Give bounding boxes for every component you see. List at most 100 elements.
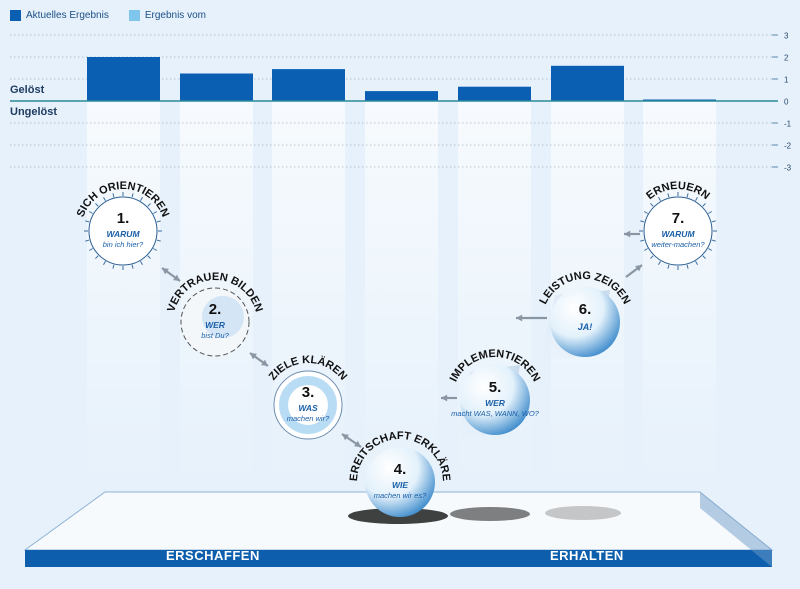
burst-ray: [147, 255, 151, 259]
burst-ray: [686, 193, 689, 198]
burst-ray: [650, 255, 654, 259]
burst-ray: [667, 193, 670, 198]
arrow-head: [635, 265, 642, 272]
bar-6: [551, 65, 624, 101]
burst-ray: [643, 211, 648, 214]
bar-3: [272, 69, 345, 101]
stage-inner: [201, 295, 245, 339]
stage-number: 1.: [117, 210, 130, 227]
column-shade-1: [87, 101, 160, 491]
burst-ray: [147, 203, 151, 207]
burst-ray: [85, 239, 90, 242]
stage-question-text: machen wir es?: [374, 491, 427, 500]
y-tick-label: 2: [784, 54, 789, 63]
burst-ray: [702, 203, 706, 207]
burst-ray: [156, 220, 161, 223]
bar-2: [180, 73, 253, 101]
burst-ray: [88, 211, 93, 214]
y-tick-label: -1: [784, 120, 792, 129]
arrow: [625, 264, 643, 278]
burst-ray: [695, 261, 698, 266]
legend-swatch-previous: [128, 10, 140, 21]
burst-ray: [650, 203, 654, 207]
burst-ray: [711, 220, 716, 223]
y-tick-label: 1: [784, 76, 789, 85]
stage-question-keyword: WARUM: [661, 229, 695, 239]
stage-circle: [643, 196, 713, 266]
stage-question-text: machen wir?: [287, 414, 330, 423]
burst-ray: [156, 239, 161, 242]
burst-ray: [658, 261, 661, 266]
stage-number: 2.: [209, 301, 222, 318]
burst-ray: [85, 220, 90, 223]
y-tick-label: 0: [784, 98, 789, 107]
stage-ring: [279, 376, 337, 434]
burst-ray: [640, 220, 645, 223]
ball-shadow: [450, 507, 530, 521]
arrow-head: [162, 268, 169, 275]
y-tick-label: 3: [784, 32, 789, 41]
burst-ray: [658, 196, 661, 201]
chart-legend: Aktuelles Ergebnis Ergebnis vom: [10, 10, 206, 21]
platform-side: [700, 492, 772, 567]
legend-swatch-current: [10, 10, 21, 21]
burst-ray: [140, 261, 143, 266]
stage-number: 5.: [489, 379, 502, 396]
stage-ball: [550, 287, 620, 357]
stage-question-keyword: WIE: [392, 480, 408, 490]
y-axis: 3 2 1 0 -1 -2 -3: [10, 32, 792, 173]
burst-ray: [112, 193, 115, 198]
stage-question-text: bist Du?: [201, 331, 229, 340]
burst-ray: [711, 239, 716, 242]
stage-question-text: macht WAS, WANN, WO?: [451, 409, 539, 418]
stage-question-keyword: WAS: [298, 403, 318, 413]
arrow: [516, 314, 547, 322]
burst-ray: [640, 239, 645, 242]
burst-ray: [95, 203, 99, 207]
burst-ray: [131, 193, 134, 198]
footer-label-erschaffen: ERSCHAFFEN: [166, 548, 260, 563]
legend-item-current: Aktuelles Ergebnis: [10, 10, 109, 21]
stage-number: 7.: [672, 210, 685, 227]
burst-ray: [708, 248, 713, 251]
arrow-head: [441, 394, 448, 402]
legend-label-previous: Ergebnis vom: [144, 10, 206, 21]
arrow: [624, 230, 640, 238]
arrow-head: [250, 353, 257, 360]
burst-ray: [103, 261, 106, 266]
arrow-head: [173, 274, 180, 281]
burst-ray: [702, 255, 706, 259]
legend-label-current: Aktuelles Ergebnis: [26, 10, 109, 21]
arrow: [161, 267, 181, 282]
stage-ball: [365, 447, 435, 517]
arrow-head: [516, 314, 523, 322]
stage-question-text: weiter-machen?: [651, 240, 705, 249]
burst-ray: [667, 264, 670, 269]
bar-series: [87, 57, 716, 101]
burst-ray: [686, 264, 689, 269]
stage-ball: [460, 365, 530, 435]
column-shade-4: [365, 101, 438, 491]
burst-ray: [153, 248, 158, 251]
arrow: [249, 352, 269, 367]
stage-question-keyword: WER: [485, 398, 506, 408]
arrow-head: [342, 434, 349, 441]
burst-ray: [112, 264, 115, 269]
burst-ray: [708, 211, 713, 214]
footer-label-erhalten: ERHALTEN: [550, 548, 624, 563]
label-ungeloest: Ungelöst: [10, 106, 58, 118]
y-tick-label: -2: [784, 142, 792, 151]
stage-circle: [88, 196, 158, 266]
stage-question-text: JA!: [578, 322, 593, 332]
bar-5: [458, 86, 531, 101]
stage-question-keyword: WARUM: [106, 229, 140, 239]
arrow-head: [354, 440, 361, 447]
stage-question-keyword: WER: [205, 320, 226, 330]
y-tick-label: -3: [784, 164, 792, 173]
stage-question-text: bin ich hier?: [103, 240, 144, 249]
stage-number: 3.: [302, 384, 315, 401]
legend-item-previous: Ergebnis vom: [128, 10, 206, 21]
burst-ray: [695, 196, 698, 201]
